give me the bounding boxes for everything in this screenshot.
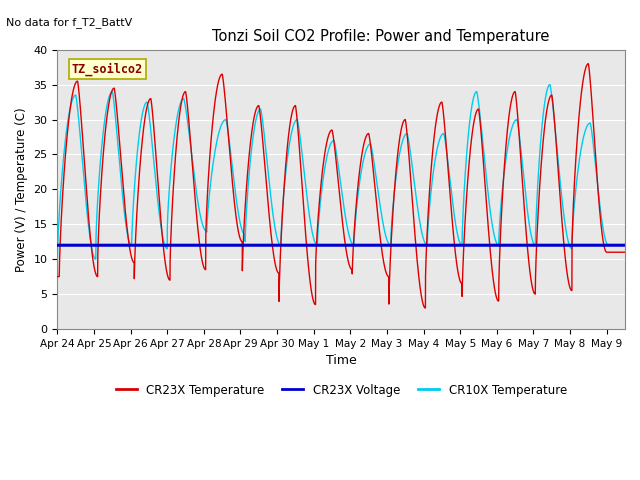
- Legend: CR23X Temperature, CR23X Voltage, CR10X Temperature: CR23X Temperature, CR23X Voltage, CR10X …: [111, 379, 572, 401]
- Text: No data for f_T2_BattV: No data for f_T2_BattV: [6, 17, 132, 28]
- X-axis label: Time: Time: [326, 354, 356, 367]
- Y-axis label: Power (V) / Temperature (C): Power (V) / Temperature (C): [15, 107, 28, 272]
- Title: Tonzi Soil CO2 Profile: Power and Temperature: Tonzi Soil CO2 Profile: Power and Temper…: [212, 29, 550, 44]
- Text: TZ_soilco2: TZ_soilco2: [72, 62, 143, 76]
